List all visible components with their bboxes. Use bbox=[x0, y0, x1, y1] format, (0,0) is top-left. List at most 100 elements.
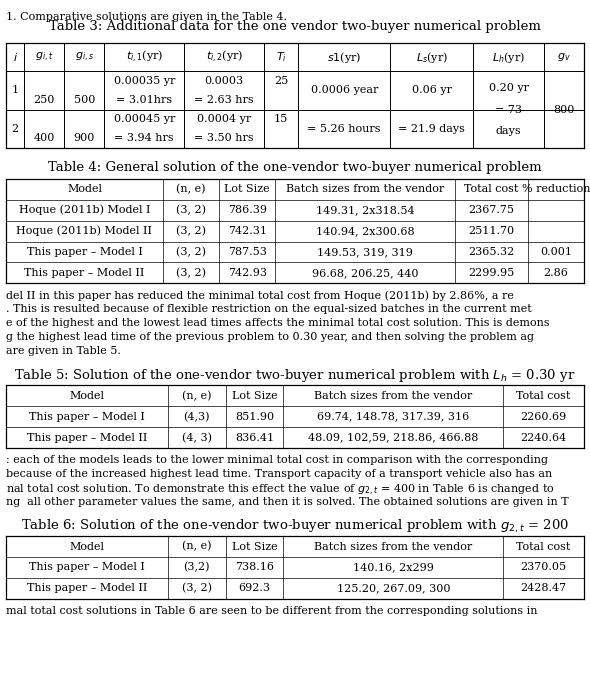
Text: Batch sizes from the vendor: Batch sizes from the vendor bbox=[314, 391, 473, 401]
Text: 2: 2 bbox=[12, 124, 19, 134]
Text: 2240.64: 2240.64 bbox=[520, 433, 567, 443]
Text: Lot Size: Lot Size bbox=[232, 542, 277, 551]
Text: 0.20 yr: 0.20 yr bbox=[489, 83, 529, 93]
Text: Hoque (2011b) Model II: Hoque (2011b) Model II bbox=[17, 225, 152, 237]
Text: 0.0006 year: 0.0006 year bbox=[310, 85, 378, 96]
Text: 900: 900 bbox=[74, 133, 95, 143]
Text: Table 6: Solution of the one-vendor two-buyer numerical problem with $g_{2,t}$ =: Table 6: Solution of the one-vendor two-… bbox=[21, 518, 569, 535]
Text: e of the highest and the lowest lead times affects the minimal total cost soluti: e of the highest and the lowest lead tim… bbox=[6, 318, 549, 328]
Text: Total cost: Total cost bbox=[516, 542, 571, 551]
Text: = 3.01hrs: = 3.01hrs bbox=[116, 95, 172, 105]
Text: 250: 250 bbox=[34, 95, 55, 105]
Text: This paper – Model II: This paper – Model II bbox=[27, 433, 147, 443]
Text: 0.00045 yr: 0.00045 yr bbox=[114, 114, 175, 124]
Text: 836.41: 836.41 bbox=[235, 433, 274, 443]
Text: ng  all other parameter values the same, and then it is solved. The obtained sol: ng all other parameter values the same, … bbox=[6, 497, 569, 507]
Text: 0.0004 yr: 0.0004 yr bbox=[197, 114, 251, 124]
Text: (n, e): (n, e) bbox=[182, 391, 211, 401]
Text: Lot Size: Lot Size bbox=[224, 184, 270, 194]
Text: 500: 500 bbox=[74, 95, 95, 105]
Text: Model: Model bbox=[70, 542, 104, 551]
Text: g the highest lead time of the previous problem to 0.30 year, and then solving t: g the highest lead time of the previous … bbox=[6, 332, 534, 342]
Text: Batch sizes from the vendor: Batch sizes from the vendor bbox=[314, 542, 473, 551]
Text: (n, e): (n, e) bbox=[182, 542, 211, 551]
Text: Table 5: Solution of the one-vendor two-buyer numerical problem with $L_h$ = 0.3: Table 5: Solution of the one-vendor two-… bbox=[14, 367, 576, 384]
Text: 48.09, 102,59, 218.86, 466.88: 48.09, 102,59, 218.86, 466.88 bbox=[308, 433, 478, 443]
Text: Lot Size: Lot Size bbox=[232, 391, 277, 401]
Text: 0.001: 0.001 bbox=[540, 247, 572, 257]
Text: 96.68, 206.25, 440: 96.68, 206.25, 440 bbox=[312, 268, 418, 278]
Text: 0.06 yr: 0.06 yr bbox=[412, 85, 452, 96]
Text: 140.94, 2x300.68: 140.94, 2x300.68 bbox=[316, 226, 415, 236]
Text: 0.00035 yr: 0.00035 yr bbox=[114, 76, 175, 86]
Text: This paper – Model II: This paper – Model II bbox=[27, 584, 147, 593]
Text: $i$: $i$ bbox=[12, 51, 18, 64]
Text: (4, 3): (4, 3) bbox=[182, 433, 212, 443]
Text: 69.74, 148.78, 317.39, 316: 69.74, 148.78, 317.39, 316 bbox=[317, 412, 470, 422]
Text: = 73: = 73 bbox=[495, 105, 522, 114]
Text: . This is resulted because of flexible restriction on the equal-sized batches in: . This is resulted because of flexible r… bbox=[6, 304, 532, 314]
Text: (3,2): (3,2) bbox=[183, 563, 210, 572]
Text: = 3.50 hrs: = 3.50 hrs bbox=[195, 133, 254, 143]
Text: 2260.69: 2260.69 bbox=[520, 412, 567, 422]
Text: 692.3: 692.3 bbox=[238, 584, 271, 593]
Text: Total cost: Total cost bbox=[516, 391, 571, 401]
Text: 1: 1 bbox=[12, 85, 19, 96]
Text: Hoque (2011b) Model I: Hoque (2011b) Model I bbox=[19, 205, 150, 216]
Text: Total cost: Total cost bbox=[464, 184, 519, 194]
Text: 15: 15 bbox=[274, 114, 289, 124]
Text: 800: 800 bbox=[553, 105, 575, 114]
Text: 149.31, 2x318.54: 149.31, 2x318.54 bbox=[316, 205, 415, 215]
Text: because of the increased highest lead time. Transport capacity of a transport ve: because of the increased highest lead ti… bbox=[6, 469, 552, 479]
Text: 2365.32: 2365.32 bbox=[468, 247, 514, 257]
Text: $g_{i,s}$: $g_{i,s}$ bbox=[75, 51, 94, 64]
Text: 0.0003: 0.0003 bbox=[205, 76, 244, 86]
Text: 25: 25 bbox=[274, 76, 289, 86]
Text: = 3.94 hrs: = 3.94 hrs bbox=[114, 133, 174, 143]
Text: % reduction: % reduction bbox=[522, 184, 590, 194]
Text: (3, 2): (3, 2) bbox=[176, 205, 206, 215]
Text: 2.86: 2.86 bbox=[543, 268, 569, 278]
Text: 1. Comparative solutions are given in the Table 4.: 1. Comparative solutions are given in th… bbox=[6, 12, 287, 22]
Text: = 21.9 days: = 21.9 days bbox=[398, 124, 466, 134]
Text: 125.20, 267.09, 300: 125.20, 267.09, 300 bbox=[336, 584, 450, 593]
Text: 2428.47: 2428.47 bbox=[520, 584, 566, 593]
Text: (4,3): (4,3) bbox=[183, 412, 210, 422]
Text: (n, e): (n, e) bbox=[176, 184, 206, 194]
Text: nal total cost solution. To demonstrate this effect the value of $g_{2,t}$ = 400: nal total cost solution. To demonstrate … bbox=[6, 483, 555, 498]
Text: Table 3: Additional data for the one vendor two-buyer numerical problem: Table 3: Additional data for the one ven… bbox=[49, 20, 541, 34]
Text: 851.90: 851.90 bbox=[235, 412, 274, 422]
Text: mal total cost solutions in Table 6 are seen to be different from the correspond: mal total cost solutions in Table 6 are … bbox=[6, 606, 537, 616]
Text: 149.53, 319, 319: 149.53, 319, 319 bbox=[317, 247, 413, 257]
Text: $t_{i,2}$(yr): $t_{i,2}$(yr) bbox=[206, 49, 243, 66]
Text: (3, 2): (3, 2) bbox=[182, 584, 212, 593]
Text: 2370.05: 2370.05 bbox=[520, 563, 566, 572]
Text: $t_{i,1}$(yr): $t_{i,1}$(yr) bbox=[126, 49, 163, 66]
Text: 2511.70: 2511.70 bbox=[468, 226, 514, 236]
Text: are given in Table 5.: are given in Table 5. bbox=[6, 346, 121, 356]
Text: 738.16: 738.16 bbox=[235, 563, 274, 572]
Text: 786.39: 786.39 bbox=[228, 205, 267, 215]
Text: $L_h$(yr): $L_h$(yr) bbox=[492, 50, 525, 65]
Text: $g_{i,t}$: $g_{i,t}$ bbox=[35, 51, 54, 64]
Text: $L_s$(yr): $L_s$(yr) bbox=[416, 50, 448, 65]
Text: = 2.63 hrs: = 2.63 hrs bbox=[195, 95, 254, 105]
Text: 787.53: 787.53 bbox=[228, 247, 267, 257]
Text: days: days bbox=[496, 126, 522, 136]
Text: 2299.95: 2299.95 bbox=[468, 268, 514, 278]
Text: = 5.26 hours: = 5.26 hours bbox=[307, 124, 381, 134]
Text: (3, 2): (3, 2) bbox=[176, 268, 206, 278]
Text: 140.16, 2x299: 140.16, 2x299 bbox=[353, 563, 434, 572]
Text: $s1$(yr): $s1$(yr) bbox=[327, 50, 362, 65]
Text: $g_v$: $g_v$ bbox=[557, 51, 571, 64]
Text: Model: Model bbox=[67, 184, 102, 194]
Text: This paper – Model II: This paper – Model II bbox=[24, 268, 145, 278]
Text: Table 4: General solution of the one-vendor two-buyer numerical problem: Table 4: General solution of the one-ven… bbox=[48, 161, 542, 174]
Text: Model: Model bbox=[70, 391, 104, 401]
Text: : each of the models leads to the lower minimal total cost in comparison with th: : each of the models leads to the lower … bbox=[6, 455, 548, 465]
Text: (3, 2): (3, 2) bbox=[176, 226, 206, 236]
Text: del II in this paper has reduced the minimal total cost from Hoque (2011b) by 2.: del II in this paper has reduced the min… bbox=[6, 290, 514, 301]
Text: This paper – Model I: This paper – Model I bbox=[27, 247, 142, 257]
Text: This paper – Model I: This paper – Model I bbox=[29, 563, 145, 572]
Text: (3, 2): (3, 2) bbox=[176, 247, 206, 257]
